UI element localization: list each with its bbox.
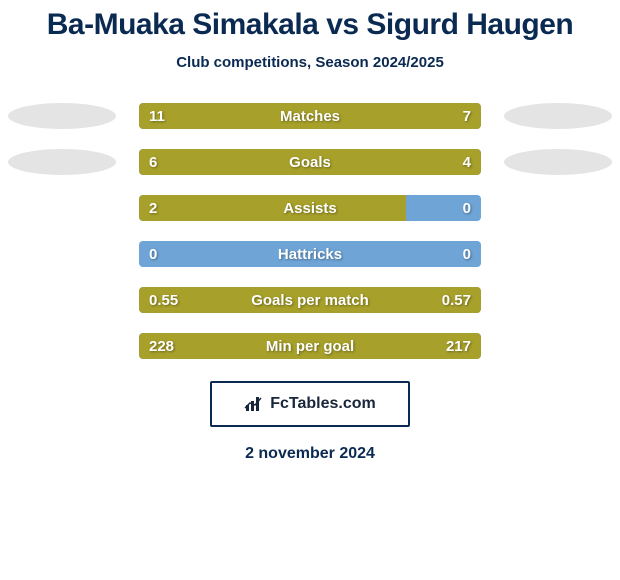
date-line: 2 november 2024: [0, 445, 620, 463]
stat-bar: 228 Min per goal 217: [139, 333, 481, 359]
stat-value-right: 0: [463, 246, 471, 263]
bar-chart-icon: [244, 395, 264, 413]
source-badge: FcTables.com: [210, 381, 410, 427]
stat-bar: 2 Assists 0: [139, 195, 481, 221]
stat-value-left: 6: [149, 154, 157, 171]
stat-value-left: 0: [149, 246, 157, 263]
stat-bar-fill-left: [139, 195, 406, 221]
stat-name: Matches: [280, 108, 340, 125]
stat-name: Goals per match: [251, 292, 369, 309]
player-oval-left: [8, 103, 116, 129]
stat-name: Min per goal: [266, 338, 354, 355]
stat-bar: 11 Matches 7: [139, 103, 481, 129]
source-badge-text: FcTables.com: [270, 395, 376, 413]
stat-name: Hattricks: [278, 246, 342, 263]
season-subtitle: Club competitions, Season 2024/2025: [0, 54, 620, 71]
player-oval-right: [504, 103, 612, 129]
stat-row: 2 Assists 0: [0, 195, 620, 221]
stat-bar-fill-right: [351, 103, 481, 129]
stat-row: 6 Goals 4: [0, 149, 620, 175]
stat-value-right: 0: [463, 200, 471, 217]
stat-value-left: 11: [149, 108, 165, 125]
stat-bar-fill-right: [344, 149, 481, 175]
stat-row: 11 Matches 7: [0, 103, 620, 129]
stat-value-left: 2: [149, 200, 157, 217]
stat-value-right: 7: [463, 108, 471, 125]
stat-value-right: 0.57: [442, 292, 471, 309]
stat-bar: 0 Hattricks 0: [139, 241, 481, 267]
stat-row: 0 Hattricks 0: [0, 241, 620, 267]
stat-value-left: 0.55: [149, 292, 178, 309]
stat-bar: 6 Goals 4: [139, 149, 481, 175]
stat-row: 0.55 Goals per match 0.57: [0, 287, 620, 313]
player-oval-right: [504, 149, 612, 175]
comparison-infographic: Ba-Muaka Simakala vs Sigurd Haugen Club …: [0, 0, 620, 580]
stat-row: 228 Min per goal 217: [0, 333, 620, 359]
stat-value-right: 217: [446, 338, 471, 355]
stat-name: Goals: [289, 154, 331, 171]
stat-bar: 0.55 Goals per match 0.57: [139, 287, 481, 313]
comparison-bars: 11 Matches 7 6 Goals 4 2 Assists 0 0 Hattricks 0 0.5…: [0, 103, 620, 359]
player-oval-left: [8, 149, 116, 175]
stat-name: Assists: [283, 200, 336, 217]
stat-value-right: 4: [463, 154, 471, 171]
stat-value-left: 228: [149, 338, 174, 355]
page-title: Ba-Muaka Simakala vs Sigurd Haugen: [0, 0, 620, 42]
